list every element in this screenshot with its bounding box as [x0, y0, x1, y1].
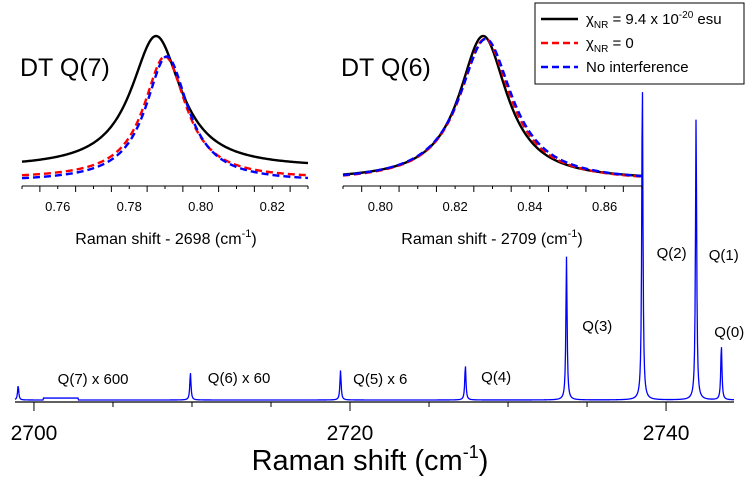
peak-annotation: Q(5) x 6 [353, 371, 407, 388]
main-plot: 2700 2720 2740 Q(7) x 600 Q(6) x 60 Q(5) x 6… [11, 92, 745, 477]
inset-series-line [21, 55, 309, 177]
inset-tick-label: 0.78 [117, 199, 142, 214]
inset-q6-tick-labels: 0.80 0.82 0.84 0.86 [368, 199, 618, 214]
legend-label: χNR = 9.4 x 10-20 esu [586, 10, 722, 31]
inset-tick-label: 0.82 [442, 199, 467, 214]
inset-series-line [342, 37, 643, 178]
inset-q6-panel-label: DT Q(6) [341, 54, 431, 82]
inset-q7-ticks [21, 186, 309, 192]
inset-series-line [21, 34, 309, 165]
inset-q7: 0.76 0.78 0.80 0.82 DT Q(7) Raman shift - 2… [20, 34, 309, 248]
inset-tick-label: 0.80 [368, 199, 393, 214]
inset-q7-tick-labels: 0.76 0.78 0.80 0.82 [45, 199, 285, 214]
peak-annotation: Q(3) [582, 318, 612, 335]
legend-entries: χNR = 9.4 x 10-20 esu χNR = 0 No interfere… [541, 10, 722, 76]
spectrum-line [14, 92, 735, 401]
legend: χNR = 9.4 x 10-20 esu χNR = 0 No interfere… [534, 2, 745, 85]
peak-annotation: Q(6) x 60 [208, 370, 271, 387]
main-x-tick-label: 2720 [327, 422, 374, 445]
peak-annotations: Q(7) x 600 Q(6) x 60 Q(5) x 6 Q(4) Q(3) Q(2) Q… [58, 245, 745, 388]
peak-annotation: Q(2) [657, 245, 687, 262]
inset-q7-panel-label: DT Q(7) [20, 54, 110, 82]
inset-q6-x-axis-label: Raman shift - 2709 (cm-1) [401, 228, 582, 248]
inset-tick-label: 0.76 [45, 199, 70, 214]
main-x-axis-label: Raman shift (cm-1) [252, 442, 489, 477]
main-x-tick-labels: 2700 2720 2740 [11, 422, 690, 445]
peak-annotation: Q(0) [714, 324, 744, 341]
main-x-tick-label: 2740 [643, 422, 690, 445]
inset-q6-series [342, 34, 643, 178]
peak-annotation: Q(4) [481, 369, 511, 386]
inset-q7-x-axis-label: Raman shift - 2698 (cm-1) [75, 228, 256, 248]
legend-label: No interference [586, 59, 689, 76]
inset-tick-label: 0.80 [188, 199, 213, 214]
main-x-ticks [33, 402, 667, 411]
main-x-tick-label: 2700 [11, 422, 58, 445]
inset-q7-series [21, 34, 309, 180]
legend-label: χNR = 0 [586, 35, 634, 55]
inset-tick-label: 0.84 [517, 199, 542, 214]
inset-tick-label: 0.82 [260, 199, 285, 214]
peak-annotation: Q(7) x 600 [58, 371, 129, 388]
inset-q6-ticks [342, 186, 643, 192]
peak-annotation: Q(1) [709, 247, 739, 264]
inset-series-line [21, 55, 309, 180]
inset-q6: 0.80 0.82 0.84 0.86 DT Q(6) Raman shift - 2… [341, 34, 643, 248]
inset-tick-label: 0.86 [592, 199, 617, 214]
